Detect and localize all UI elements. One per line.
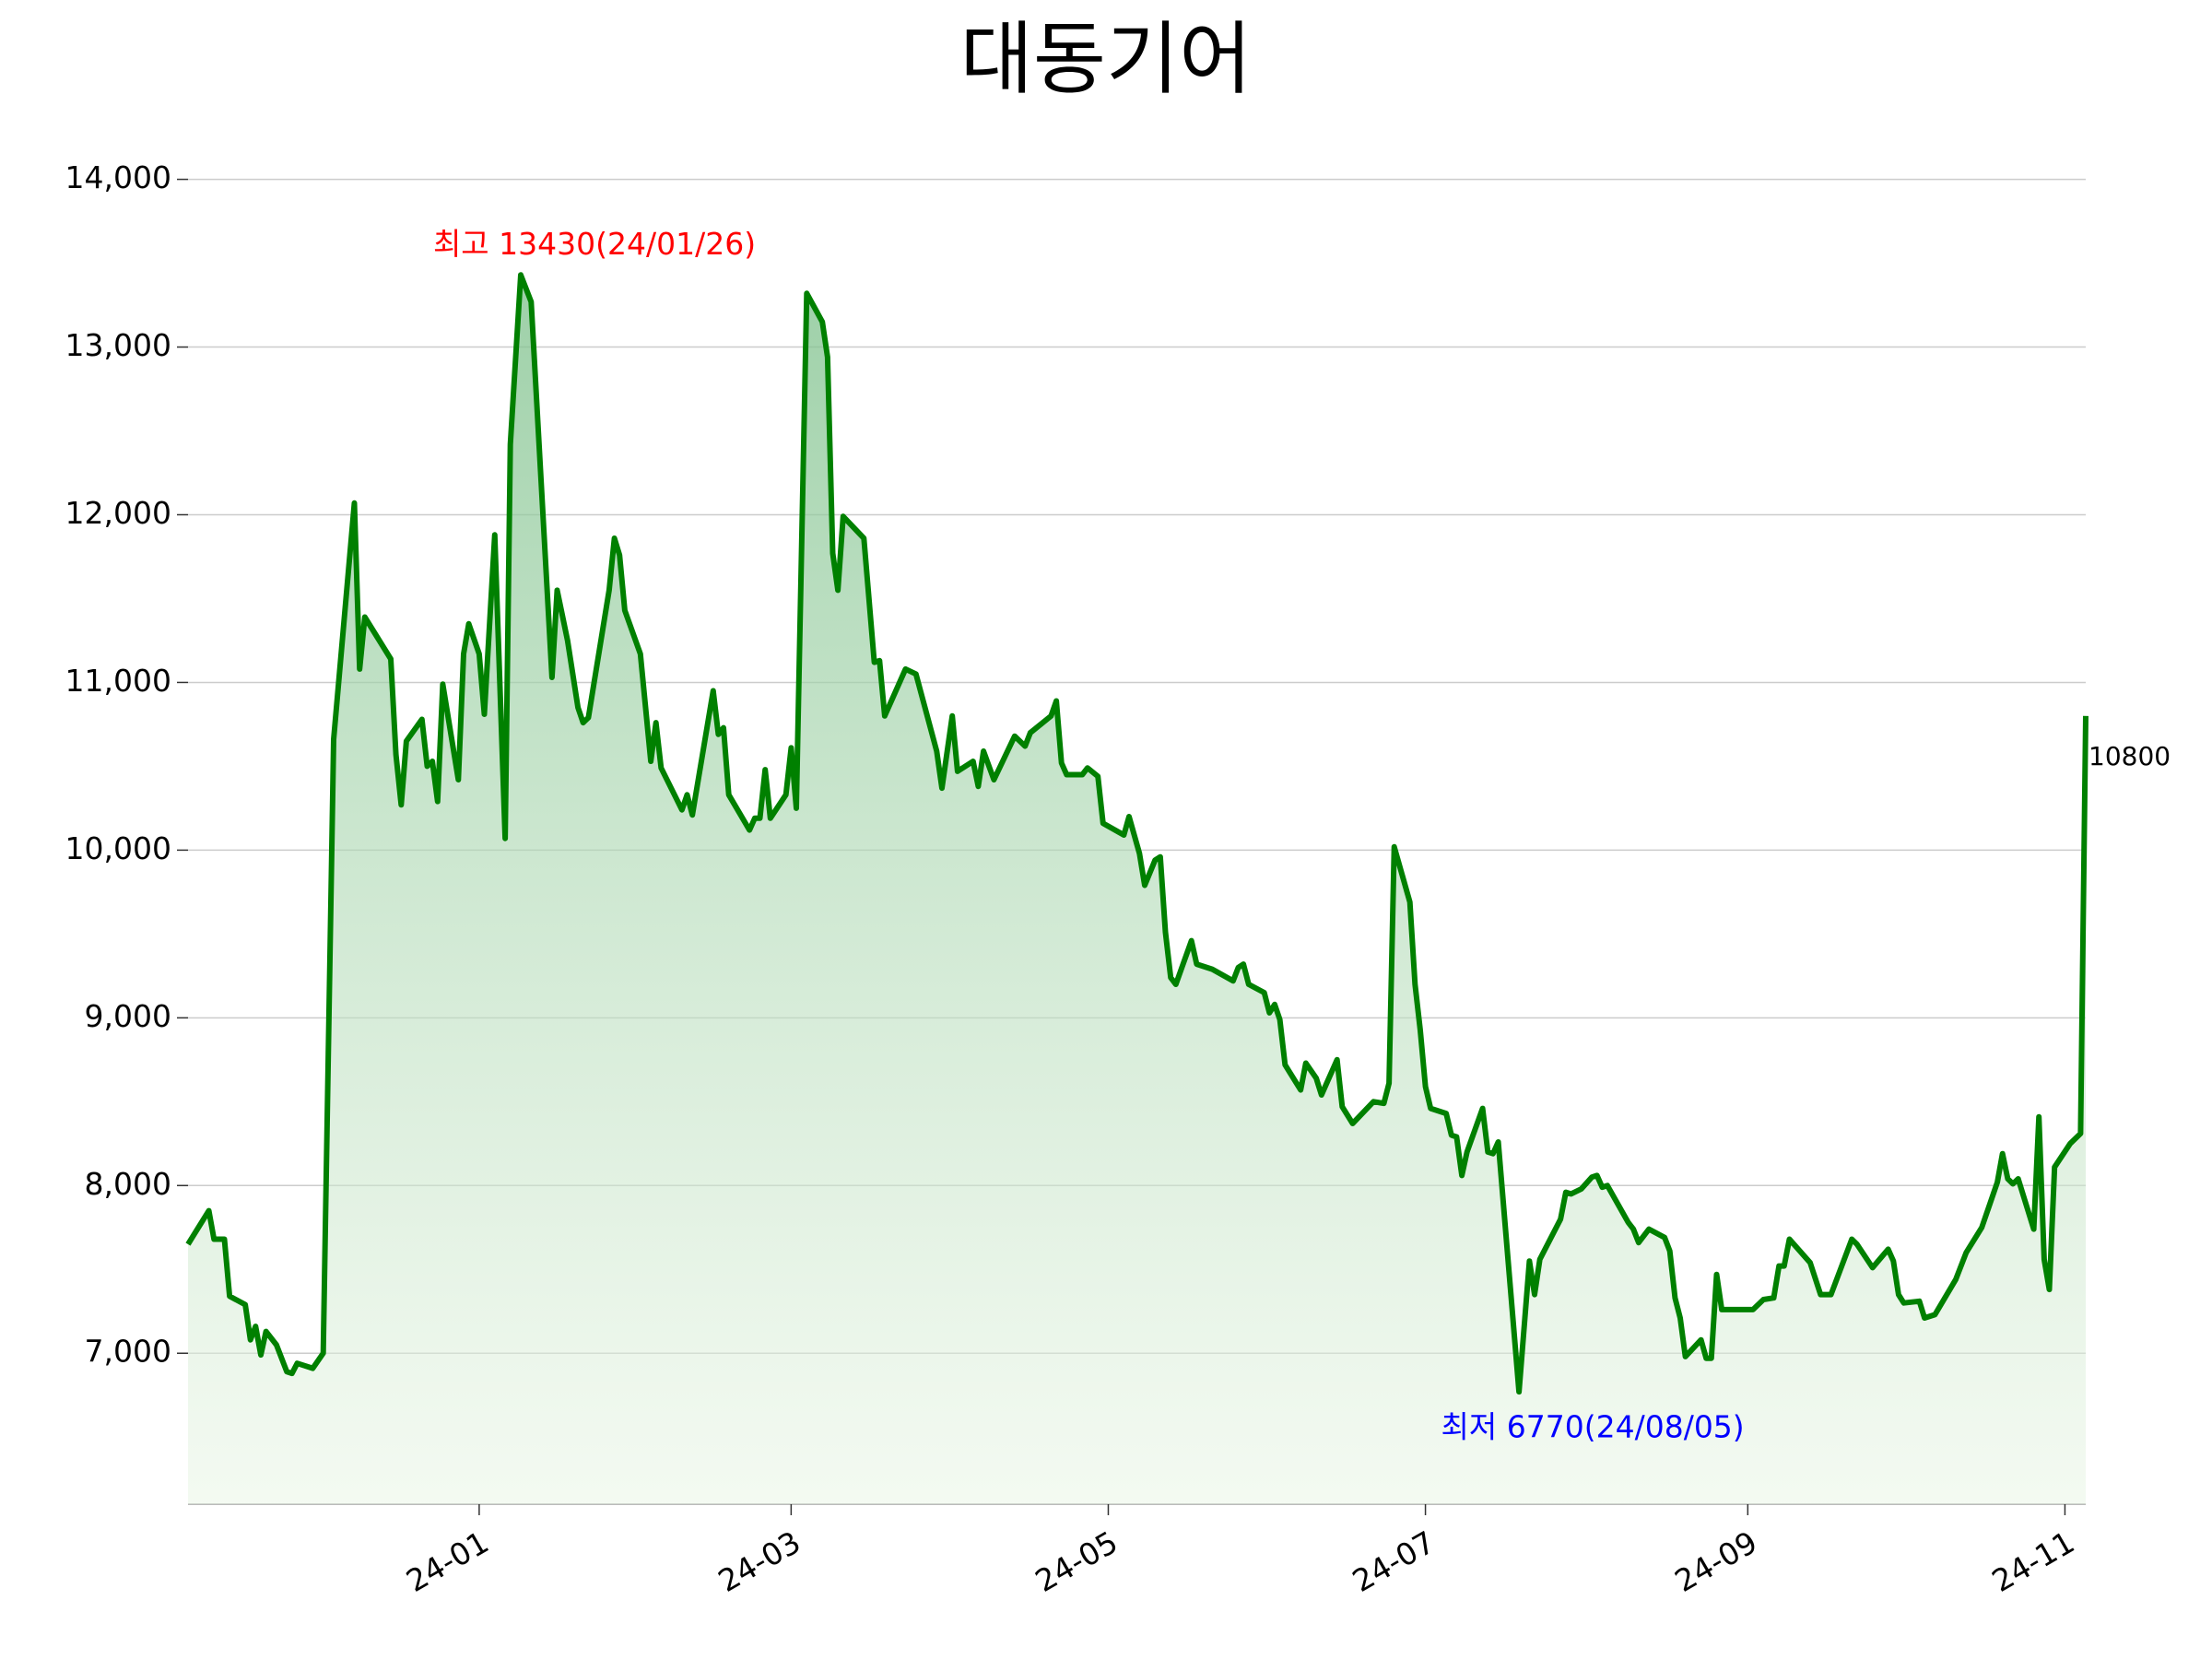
price-line [185,272,2088,1395]
x-tick-label: 24-07 [1347,1524,1441,1599]
chart-title: 대동기어 [960,13,1252,105]
x-tick-label: 24-03 [712,1524,807,1599]
y-tick-label: 12,000 [65,495,171,531]
annotation: 최저 6770(24/08/05) [1441,1409,1745,1445]
x-tick-label: 24-09 [1669,1524,1764,1599]
end-label: 10800 [2088,741,2171,771]
y-tick-label: 8,000 [85,1166,171,1202]
annotation: 최고 13430(24/01/26) [433,226,756,262]
y-tick-label: 14,000 [65,159,171,195]
y-tick-label: 13,000 [65,327,171,363]
y-tick-label: 7,000 [85,1334,171,1370]
x-tick-label: 24-05 [1030,1524,1124,1599]
x-tick-label: 24-11 [1986,1524,2081,1599]
area-fill [188,275,2086,1504]
x-tick-label: 24-01 [400,1524,495,1599]
y-tick-label: 9,000 [85,998,171,1034]
y-tick-label: 11,000 [65,663,171,699]
y-tick-label: 10,000 [65,830,171,866]
